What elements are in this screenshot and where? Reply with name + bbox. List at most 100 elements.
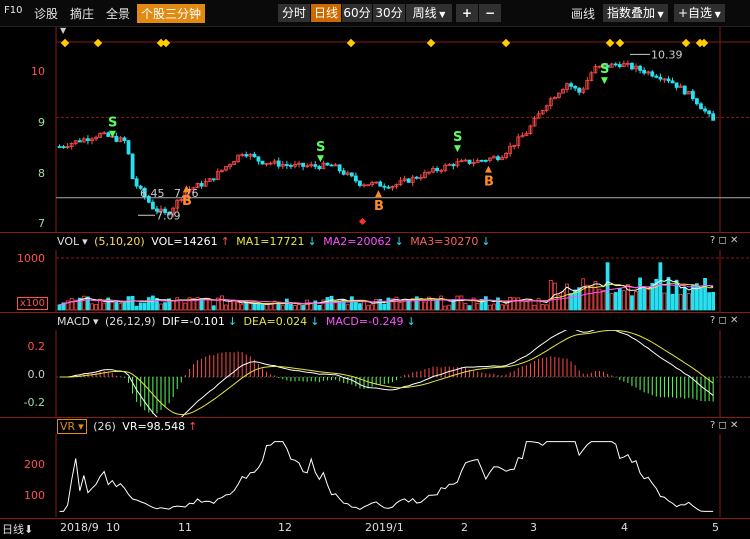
volume-bar [163, 302, 167, 311]
volume-bar [215, 297, 220, 311]
volume-bar [94, 303, 98, 311]
vr-value: VR=98.548 [122, 420, 186, 433]
candle [544, 105, 549, 111]
volume-bar [638, 277, 642, 311]
candle [516, 136, 521, 146]
toolbar-item-brokerage[interactable]: 摘庄 [70, 7, 95, 21]
candle [138, 185, 143, 189]
volume-bar [57, 304, 62, 311]
zoom-in-button[interactable]: + [456, 4, 478, 22]
period-30min[interactable]: 30分 [373, 4, 405, 22]
volume-bar [536, 298, 541, 311]
panel-divider [0, 232, 750, 233]
volume-bar [236, 301, 241, 311]
volume-bar [98, 298, 102, 311]
candle [366, 184, 370, 187]
vr-params[interactable]: (26) [93, 420, 116, 433]
volume-bar [609, 293, 614, 311]
candle [496, 156, 500, 161]
vr-header: VR ▾ (26) VR=98.548 ↑ [57, 419, 200, 435]
candle [370, 182, 375, 186]
period-weekly-label: 周线 [412, 6, 437, 20]
price-chart[interactable]: 10.397.096.45 7.76S▼S▼S▼S▼B▲B▲B▲ [0, 27, 750, 232]
period-60min[interactable]: 60分 [342, 4, 372, 22]
candle [102, 132, 107, 135]
volume-bar [232, 301, 236, 311]
volume-bar [374, 299, 379, 311]
volume-bar [475, 302, 480, 311]
volume-bar [508, 297, 513, 311]
price-y-tick: 9 [38, 116, 45, 129]
panel-window-controls[interactable]: ? ◻ ✕ [710, 235, 739, 246]
watchlist-dropdown[interactable]: +自选 ▼ [674, 4, 725, 22]
macd-params[interactable]: (26,12,9) [105, 315, 156, 328]
draw-line-button[interactable]: 画线 [571, 7, 596, 21]
period-daily[interactable]: 日线 [311, 4, 341, 22]
toolbar-item-diagnose[interactable]: 诊股 [34, 7, 59, 21]
candle [203, 181, 208, 187]
candle [207, 178, 212, 182]
volume-chart[interactable] [0, 250, 750, 312]
candle [211, 178, 216, 181]
vol-params[interactable]: (5,10,20) [94, 235, 145, 248]
zoom-out-button[interactable]: − [479, 4, 501, 22]
volume-bar [552, 282, 557, 311]
candle [666, 78, 671, 82]
candle [703, 108, 707, 112]
collapse-arrow-icon[interactable]: ▼ [60, 26, 67, 35]
candle [244, 154, 249, 157]
x-axis-label: 10 [106, 521, 120, 534]
watchlist-label: +自选 [678, 6, 713, 20]
candle [638, 65, 642, 71]
index-overlay-dropdown[interactable]: 指数叠加 ▼ [603, 4, 668, 22]
candle [280, 164, 285, 167]
volume-bar [358, 303, 362, 311]
panel-window-controls[interactable]: ? ◻ ✕ [710, 315, 739, 326]
candle [552, 97, 557, 100]
f10-button[interactable]: F10 [4, 5, 23, 16]
period-selector-label: 日线 [2, 523, 24, 536]
candle [264, 162, 269, 165]
vr-chart[interactable] [0, 434, 750, 517]
volume-bar [167, 298, 172, 311]
candle [333, 164, 338, 167]
vol-ma2: MA2=20062 [323, 235, 392, 248]
up-arrow-icon: ▲ [375, 189, 382, 199]
volume-bar [362, 300, 366, 311]
vol-value: VOL=14261 [151, 235, 218, 248]
candle [146, 196, 151, 203]
buy-signal: B [484, 174, 494, 189]
candle [236, 154, 241, 162]
volume-bar [102, 302, 107, 311]
sell-signal: S [316, 140, 325, 155]
candle [224, 166, 228, 171]
candle [528, 125, 533, 134]
volume-bar [370, 304, 375, 311]
macd-indicator-dropdown[interactable]: MACD ▾ [57, 315, 99, 328]
candle [601, 64, 606, 67]
high-price-label: 10.39 [651, 48, 683, 61]
candle [362, 184, 366, 187]
toolbar-item-overview[interactable]: 全景 [106, 7, 131, 21]
vol-indicator-dropdown[interactable]: VOL ▾ [57, 235, 88, 248]
event-marker-icon [93, 38, 103, 48]
macd-chart[interactable] [0, 330, 750, 417]
period-selector[interactable]: 日线⬇ [2, 521, 33, 537]
candle [581, 88, 586, 93]
candle [90, 138, 94, 141]
volume-bar [504, 304, 509, 311]
volume-bar [155, 297, 159, 311]
candle [451, 164, 456, 167]
tab-stock-three-minutes[interactable]: 个股三分钟 [137, 4, 206, 23]
candle [593, 66, 598, 74]
volume-bar [81, 295, 86, 311]
volume-bar [674, 279, 679, 311]
period-intraday[interactable]: 分时 [278, 4, 310, 22]
candle [378, 181, 383, 187]
panel-window-controls[interactable]: ? ◻ ✕ [710, 420, 739, 431]
vr-indicator-dropdown[interactable]: VR ▾ [57, 419, 87, 434]
period-weekly-dropdown[interactable]: 周线 ▼ [406, 4, 452, 22]
x-axis-label: 4 [621, 521, 628, 534]
volume-bar [463, 303, 468, 311]
x-axis-label: 3 [530, 521, 537, 534]
